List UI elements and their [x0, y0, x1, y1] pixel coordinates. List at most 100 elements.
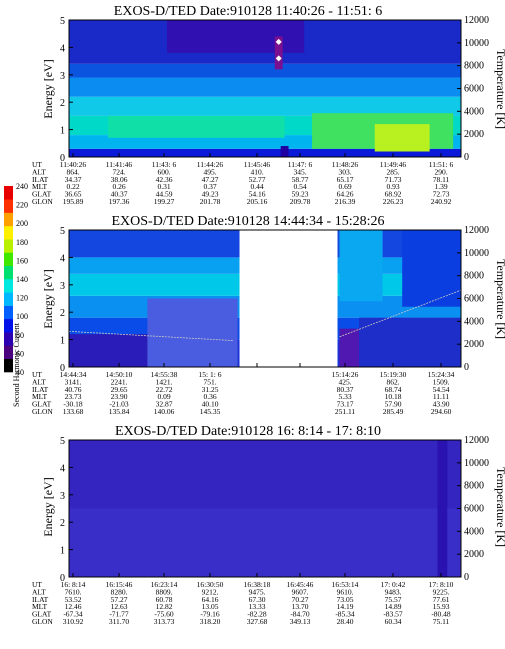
panel-1-y2label: Temperature [K] — [494, 49, 505, 129]
spectrogram-patch — [274, 36, 283, 70]
ephemeris-cell: 135.84 — [109, 407, 130, 416]
energy-tick-label: 2 — [60, 518, 65, 529]
ephemeris-cell: 28.40 — [337, 617, 354, 626]
ephemeris-cell: 0.69 — [338, 182, 351, 191]
ephemeris-cell: 7610. — [65, 587, 82, 596]
ephemeris-row-label: GLON — [32, 197, 53, 206]
colorbar-tick-label: 160 — [16, 256, 28, 265]
ephemeris-cell: 311.70 — [109, 617, 130, 626]
ephemeris-cell: 495. — [203, 167, 216, 176]
colorbar-tick-label: 240 — [16, 182, 28, 191]
spectrogram-patch — [339, 230, 383, 302]
colorbar-swatch — [4, 265, 13, 280]
colorbar-swatch — [4, 199, 13, 213]
ephemeris-cell: 0.37 — [203, 182, 216, 191]
colorbar-swatch — [4, 345, 13, 360]
ephemeris-cell: 12.46 — [65, 602, 82, 611]
ephemeris-cell: 145.35 — [200, 407, 221, 416]
ephemeris-cell: 15:24:34 — [428, 370, 455, 379]
ephemeris-cell: 43.90 — [433, 400, 450, 409]
energy-tick-label: 0 — [60, 153, 65, 164]
ephemeris-row-label: GLAT — [32, 610, 52, 619]
colorbar-tick-label: 120 — [16, 294, 28, 303]
colorbar-tick-label: 60 — [16, 349, 24, 358]
ephemeris-cell: 11:40:26 — [60, 160, 87, 169]
ephemeris-row-label: ALT — [32, 377, 46, 386]
energy-tick-label: 4 — [60, 253, 65, 264]
ephemeris-cell: 67.30 — [249, 595, 266, 604]
ephemeris-cell: -83.57 — [383, 610, 403, 619]
ephemeris-cell: -79.16 — [200, 610, 220, 619]
ephemeris-cell: 0.09 — [157, 392, 170, 401]
temperature-tick-label: 2000 — [464, 339, 484, 350]
ephemeris-row-label: MLT — [32, 602, 48, 611]
temperature-tick-label: 8000 — [464, 481, 484, 492]
ephemeris-cell: 16: 8:14 — [61, 580, 86, 589]
ephemeris-cell: 15:14:26 — [332, 370, 359, 379]
panel-2-ephemeris-table: UT 14:44:34 14:50:10 14:55:38 15: 1: 6 15:14:… — [32, 370, 455, 416]
panel-1-ylabel: Energy [eV] — [41, 59, 55, 118]
ephemeris-cell: 285. — [386, 167, 399, 176]
ephemeris-cell: 1.39 — [434, 182, 447, 191]
ephemeris-cell: 9483. — [385, 587, 402, 596]
ephemeris-cell: 313.73 — [154, 617, 175, 626]
panel-1-plot-area — [69, 20, 461, 157]
ephemeris-row-label: ILAT — [32, 175, 49, 184]
ephemeris-cell: 34.37 — [65, 175, 82, 184]
data-gap — [239, 230, 338, 367]
energy-tick-label: 1 — [60, 126, 65, 137]
ephemeris-cell: 54.16 — [249, 190, 266, 199]
diamond-marker — [275, 55, 282, 62]
colorbar-tick-label: 180 — [16, 238, 28, 247]
ephemeris-cell: 16:23:14 — [151, 580, 178, 589]
ephemeris-cell: 318.20 — [200, 617, 221, 626]
energy-tick-label: 1 — [60, 546, 65, 557]
ephemeris-cell: 11:51: 6 — [429, 160, 454, 169]
colorbar: 40 60 80 100 120 140 160 180 200 220 240 Second Ha… — [4, 182, 28, 407]
ephemeris-cell: 11:43: 6 — [152, 160, 177, 169]
ephemeris-row-label: ALT — [32, 587, 46, 596]
spectrogram-panel-2: EXOS-D/TED Date:910128 14:44:34 - 15:28:… — [32, 214, 505, 416]
ephemeris-cell: 8280. — [111, 587, 128, 596]
energy-tick-label: 2 — [60, 98, 65, 109]
spectrogram-patch — [437, 440, 448, 577]
ephemeris-cell: 29.65 — [111, 385, 128, 394]
ephemeris-cell: 11:45:46 — [244, 160, 271, 169]
colorbar-tick-label: 140 — [16, 275, 28, 284]
ephemeris-cell: 345. — [293, 167, 306, 176]
ephemeris-cell: 0.22 — [66, 182, 79, 191]
panel-1-ephemeris-table: UT 11:40:26 11:41:46 11:43: 6 11:44:26 11:45:… — [32, 160, 454, 206]
colorbar-label: Second Harmonic Current — [12, 322, 21, 407]
ephemeris-cell: 16:45:46 — [287, 580, 314, 589]
ephemeris-cell: 15.93 — [433, 602, 450, 611]
ephemeris-cell: -75.60 — [154, 610, 174, 619]
ephemeris-cell: 49.23 — [202, 190, 219, 199]
ephemeris-cell: 9212. — [202, 587, 219, 596]
ephemeris-cell: 68.74 — [385, 385, 402, 394]
ephemeris-cell: 73.05 — [337, 595, 354, 604]
ephemeris-row-label: ILAT — [32, 385, 49, 394]
ephemeris-cell: 73.17 — [337, 400, 354, 409]
ephemeris-cell: 54.54 — [433, 385, 450, 394]
ephemeris-cell: 16:15:46 — [106, 580, 133, 589]
ephemeris-cell: 13.05 — [202, 602, 219, 611]
energy-tick-label: 3 — [60, 491, 65, 502]
ephemeris-row-label: GLAT — [32, 400, 52, 409]
panel-3-ylabel: Energy [eV] — [41, 477, 55, 536]
spectrogram-patch — [402, 230, 461, 307]
ephemeris-cell: 58.77 — [292, 175, 309, 184]
ephemeris-cell: 140.06 — [154, 407, 175, 416]
colorbar-tick-label: 80 — [16, 331, 24, 340]
ephemeris-cell: 60.34 — [385, 617, 402, 626]
spectrogram-panel-1: EXOS-D/TED Date:910128 11:40:26 - 11:51:… — [32, 4, 505, 206]
ephemeris-cell: 251.11 — [335, 407, 356, 416]
ephemeris-cell: 13.33 — [249, 602, 266, 611]
ephemeris-cell: 197.36 — [109, 197, 130, 206]
energy-tick-label: 5 — [60, 226, 65, 237]
ephemeris-cell: 216.39 — [335, 197, 356, 206]
ephemeris-cell: 22.72 — [156, 385, 173, 394]
spectrogram-panel-3: EXOS-D/TED Date:910128 16: 8:14 - 17: 8:… — [32, 424, 505, 626]
ephemeris-cell: 17: 0:42 — [381, 580, 406, 589]
spectrogram-band — [69, 77, 461, 97]
ephemeris-cell: 226.23 — [383, 197, 404, 206]
